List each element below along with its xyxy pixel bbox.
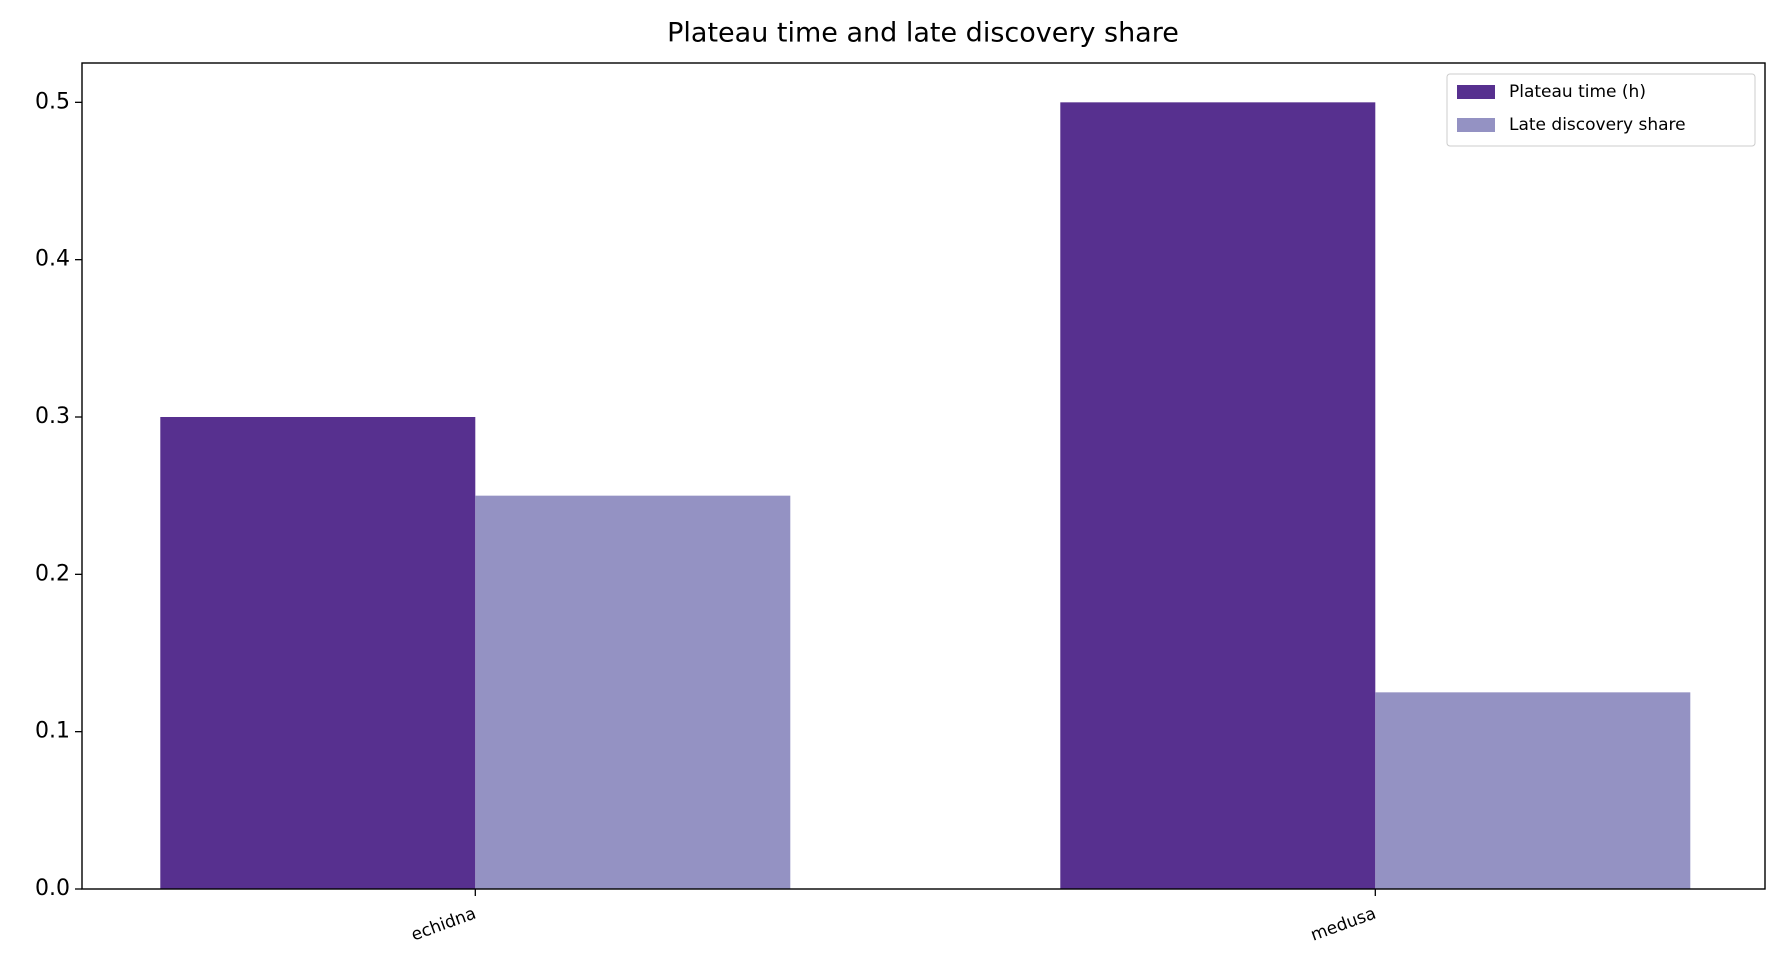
legend-swatch: [1457, 85, 1495, 99]
bar: [475, 495, 791, 889]
legend-label: Late discovery share: [1509, 115, 1686, 135]
legend-frame: [1446, 73, 1756, 147]
y-tick-label: 0.2: [35, 561, 70, 586]
legend-label: Plateau time (h): [1509, 82, 1646, 102]
y-tick-label: 0.3: [35, 404, 70, 429]
y-tick-label: 0.5: [35, 89, 70, 114]
bar: [1375, 692, 1691, 889]
y-tick-label: 0.1: [35, 719, 70, 744]
bar: [160, 417, 476, 889]
bar: [1060, 102, 1376, 890]
plot-frame: [81, 62, 1766, 890]
y-tick-label: 0.4: [35, 247, 70, 272]
legend-swatch: [1457, 118, 1495, 132]
legend: Plateau time (h) Late discovery share: [1446, 73, 1756, 147]
y-tick-label: 0.0: [35, 876, 70, 901]
chart-title: Plateau time and late discovery share: [667, 18, 1179, 49]
